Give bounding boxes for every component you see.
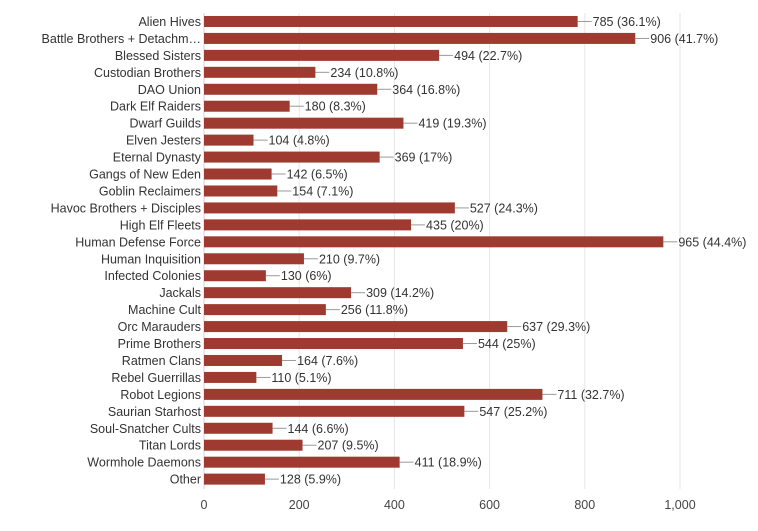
value-label-9: 142 (6.5%) <box>287 168 348 182</box>
value-label-1: 906 (41.7%) <box>650 32 718 46</box>
value-label-21: 110 (5.1%) <box>271 371 331 385</box>
value-label-27: 128 (5.9%) <box>280 473 341 487</box>
bar-13 <box>204 236 664 248</box>
value-label-10: 154 (7.1%) <box>292 184 353 198</box>
bar-0 <box>204 15 578 27</box>
category-label-14: Human Inquisition <box>101 252 201 266</box>
category-label-20: Ratmen Clans <box>122 354 201 368</box>
category-label-13: Human Defense Force <box>75 235 201 249</box>
bar-7 <box>204 134 254 146</box>
category-label-17: Machine Cult <box>128 303 201 317</box>
bar-23 <box>204 405 465 417</box>
value-label-17: 256 (11.8%) <box>341 303 408 317</box>
category-label-3: Custodian Brothers <box>94 66 201 80</box>
value-label-3: 234 (10.8%) <box>330 66 398 80</box>
value-label-4: 364 (16.8%) <box>392 83 460 97</box>
bar-14 <box>204 253 304 265</box>
category-label-12: High Elf Fleets <box>120 218 201 232</box>
bar-15 <box>204 270 266 282</box>
value-label-24: 144 (6.6%) <box>288 422 349 436</box>
bar-26 <box>204 456 400 468</box>
value-labels: 785 (36.1%) 906 (41.7%) 494 (22.7%) 234 (10… <box>269 15 747 487</box>
category-label-9: Gangs of New Eden <box>89 168 201 182</box>
x-axis-ticks: 0 200 400 600 800 1,000 <box>201 498 696 512</box>
value-label-2: 494 (22.7%) <box>454 49 522 63</box>
bar-21 <box>204 371 257 383</box>
x-tick-label-5: 1,000 <box>664 498 695 512</box>
bar-25 <box>204 439 303 451</box>
value-label-13: 965 (44.4%) <box>678 235 746 249</box>
value-label-6: 419 (19.3%) <box>418 117 486 131</box>
category-label-6: Dwarf Guilds <box>129 117 201 131</box>
category-label-0: Alien Hives <box>138 15 201 29</box>
bar-12 <box>204 219 412 231</box>
bar-8 <box>204 151 380 163</box>
value-label-23: 547 (25.2%) <box>479 405 547 419</box>
bar-27 <box>204 473 265 485</box>
value-label-14: 210 (9.7%) <box>319 252 380 266</box>
value-label-22: 711 (32.7%) <box>557 388 624 402</box>
value-label-0: 785 (36.1%) <box>593 15 661 29</box>
category-label-26: Wormhole Daemons <box>87 456 201 470</box>
value-label-19: 544 (25%) <box>478 337 536 351</box>
bar-5 <box>204 100 290 112</box>
category-label-16: Jackals <box>159 286 201 300</box>
value-label-8: 369 (17%) <box>395 151 453 165</box>
bar-16 <box>204 287 352 299</box>
value-label-11: 527 (24.3%) <box>470 201 538 215</box>
category-label-23: Saurian Starhost <box>108 405 202 419</box>
x-tick-label-1: 200 <box>289 498 310 512</box>
bar-9 <box>204 168 272 180</box>
value-label-12: 435 (20%) <box>426 218 484 232</box>
category-label-11: Havoc Brothers + Disciples <box>51 201 201 215</box>
bar-4 <box>204 83 378 95</box>
bar-19 <box>204 338 463 350</box>
x-tick-label-2: 400 <box>384 498 405 512</box>
value-label-26: 411 (18.9%) <box>415 456 482 470</box>
bar-24 <box>204 422 273 434</box>
bar-18 <box>204 321 508 333</box>
bar-3 <box>204 66 316 78</box>
bar-11 <box>204 202 455 214</box>
value-label-7: 104 (4.8%) <box>269 134 330 148</box>
category-label-5: Dark Elf Raiders <box>110 100 201 114</box>
category-label-27: Other <box>170 473 201 487</box>
bar-22 <box>204 388 543 400</box>
x-tick-label-3: 600 <box>479 498 500 512</box>
x-tick-label-0: 0 <box>201 498 208 512</box>
category-label-22: Robot Legions <box>120 388 201 402</box>
bar-2 <box>204 49 440 61</box>
category-label-10: Goblin Reclaimers <box>99 184 201 198</box>
value-label-15: 130 (6%) <box>281 269 332 283</box>
bar-17 <box>204 304 326 316</box>
value-label-18: 637 (29.3%) <box>522 320 590 334</box>
category-label-19: Prime Brothers <box>118 337 201 351</box>
value-label-25: 207 (9.5%) <box>318 439 379 453</box>
category-label-1: Battle Brothers + Detachm… <box>42 32 201 46</box>
category-label-18: Orc Marauders <box>118 320 201 334</box>
value-label-5: 180 (8.3%) <box>305 100 366 114</box>
category-label-15: Infected Colonies <box>104 269 201 283</box>
value-label-16: 309 (14.2%) <box>366 286 434 300</box>
x-tick-label-4: 800 <box>574 498 595 512</box>
bars <box>204 15 678 485</box>
category-label-8: Eternal Dynasty <box>113 151 202 165</box>
category-label-25: Titan Lords <box>139 439 201 453</box>
category-label-2: Blessed Sisters <box>115 49 201 63</box>
category-label-24: Soul-Snatcher Cults <box>90 422 201 436</box>
category-labels: Alien Hives Battle Brothers + Detachm… Ble… <box>42 15 202 487</box>
bar-20 <box>204 354 283 366</box>
bar-10 <box>204 185 278 197</box>
bar-1 <box>204 32 636 44</box>
value-label-20: 164 (7.6%) <box>297 354 358 368</box>
bar-6 <box>204 117 404 129</box>
category-label-4: DAO Union <box>138 83 201 97</box>
category-label-21: Rebel Guerrillas <box>111 371 201 385</box>
category-label-7: Elven Jesters <box>126 134 201 148</box>
